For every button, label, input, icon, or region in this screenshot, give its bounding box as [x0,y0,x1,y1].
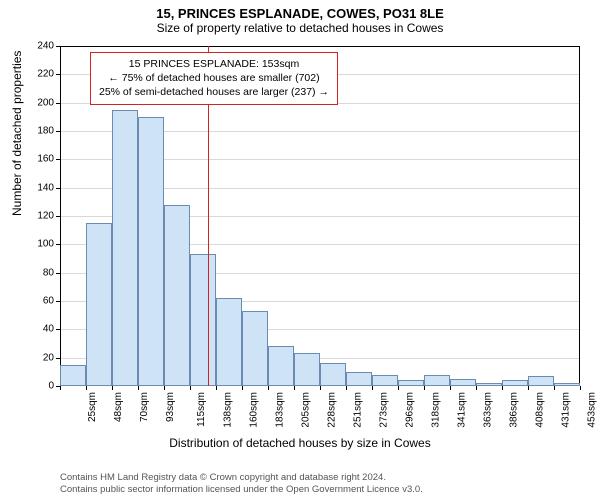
xtick-mark [60,386,61,390]
xtick-mark [320,386,321,390]
xtick-label: 48sqm [113,392,124,422]
histogram-bar [528,376,554,386]
ytick-label: 80 [43,267,60,278]
xtick-label: 228sqm [327,392,338,428]
histogram-bar [164,205,190,386]
xtick-label: 70sqm [139,392,150,422]
histogram-bar [554,383,580,386]
xtick-mark [138,386,139,390]
histogram-bar [320,363,346,386]
xtick-mark [450,386,451,390]
annotation-line2: ← 75% of detached houses are smaller (70… [99,71,329,85]
xtick-mark [164,386,165,390]
xtick-label: 363sqm [483,392,494,428]
ytick-label: 160 [37,154,60,165]
xtick-label: 386sqm [509,392,520,428]
ytick-label: 100 [37,239,60,250]
plot-area: 02040608010012014016018020022024025sqm48… [60,46,580,386]
xtick-label: 453sqm [587,392,598,428]
xtick-mark [476,386,477,390]
xtick-mark [502,386,503,390]
xtick-mark [528,386,529,390]
histogram-bar [86,223,112,386]
xtick-mark [190,386,191,390]
histogram-bar [112,110,138,386]
histogram-bar [346,372,372,386]
xtick-mark [112,386,113,390]
xtick-mark [268,386,269,390]
histogram-bar [190,254,216,386]
ytick-label: 60 [43,296,60,307]
histogram-bar [138,117,164,386]
ytick-label: 120 [37,211,60,222]
annotation-line1: 15 PRINCES ESPLANADE: 153sqm [99,57,329,71]
histogram-bar [216,298,242,386]
ytick-label: 200 [37,97,60,108]
xtick-mark [398,386,399,390]
histogram-bar [268,346,294,386]
xtick-label: 205sqm [301,392,312,428]
ytick-label: 0 [48,381,60,392]
chart-title-line2: Size of property relative to detached ho… [0,21,600,35]
xtick-mark [346,386,347,390]
xtick-mark [372,386,373,390]
annotation-box: 15 PRINCES ESPLANADE: 153sqm← 75% of det… [90,52,338,105]
xtick-label: 431sqm [561,392,572,428]
xtick-label: 138sqm [223,392,234,428]
y-axis-label: Number of detached properties [10,51,24,216]
ytick-label: 20 [43,352,60,363]
x-axis-label: Distribution of detached houses by size … [0,436,600,450]
xtick-label: 25sqm [87,392,98,422]
xtick-label: 318sqm [431,392,442,428]
xtick-label: 273sqm [379,392,390,428]
xtick-label: 341sqm [457,392,468,428]
xtick-label: 408sqm [535,392,546,428]
ytick-label: 220 [37,69,60,80]
ytick-label: 180 [37,126,60,137]
xtick-label: 93sqm [165,392,176,422]
xtick-label: 183sqm [275,392,286,428]
ytick-label: 240 [37,41,60,52]
xtick-label: 251sqm [353,392,364,428]
histogram-bar [294,353,320,386]
xtick-mark [216,386,217,390]
footer-attribution: Contains HM Land Registry data © Crown c… [60,472,423,496]
xtick-mark [580,386,581,390]
xtick-mark [86,386,87,390]
footer-line1: Contains HM Land Registry data © Crown c… [60,472,423,484]
histogram-bar [372,375,398,386]
histogram-bar [60,365,86,386]
histogram-bar [398,380,424,386]
histogram-bar [424,375,450,386]
xtick-mark [242,386,243,390]
histogram-bar [476,383,502,386]
xtick-mark [424,386,425,390]
chart-title-line1: 15, PRINCES ESPLANADE, COWES, PO31 8LE [0,0,600,21]
xtick-label: 160sqm [249,392,260,428]
ytick-label: 40 [43,324,60,335]
xtick-mark [554,386,555,390]
histogram-bar [450,379,476,386]
xtick-mark [294,386,295,390]
xtick-label: 115sqm [196,392,207,427]
ytick-label: 140 [37,182,60,193]
xtick-label: 296sqm [405,392,416,428]
histogram-bar [242,311,268,386]
histogram-bar [502,380,528,386]
footer-line2: Contains public sector information licen… [60,484,423,496]
annotation-line3: 25% of semi-detached houses are larger (… [99,85,329,99]
